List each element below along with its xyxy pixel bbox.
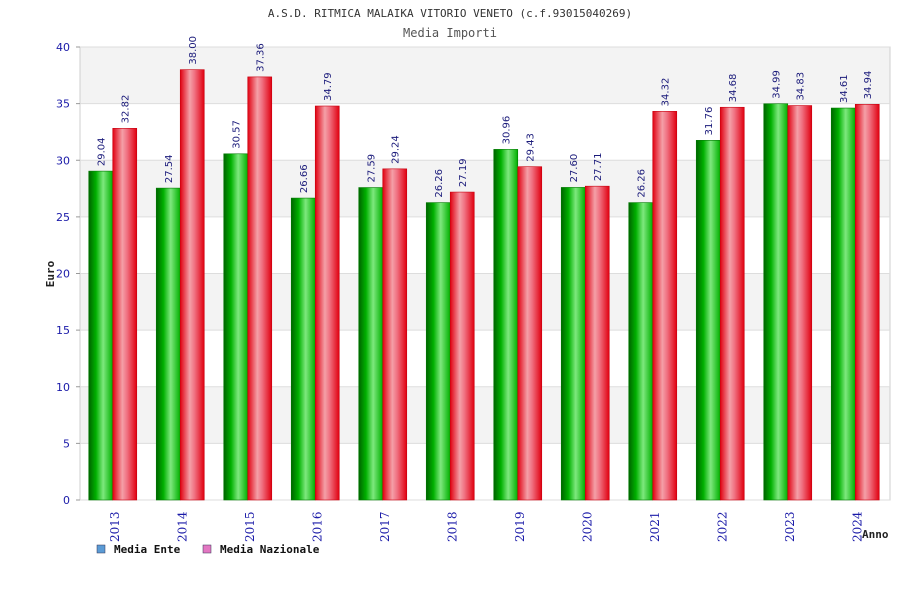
bar-data-label: 34.61 bbox=[839, 74, 850, 103]
bar-data-label: 27.54 bbox=[164, 154, 175, 183]
y-tick-label: 10 bbox=[56, 381, 70, 394]
chart-title: A.S.D. RITMICA MALAIKA VITORIO VENETO (c… bbox=[268, 7, 632, 20]
plot-band bbox=[80, 330, 890, 387]
bar-media-ente bbox=[763, 103, 789, 501]
bar-data-label: 26.26 bbox=[434, 169, 445, 198]
legend-swatch-media-nazionale bbox=[202, 544, 212, 554]
plot-band bbox=[80, 273, 890, 331]
gridlines bbox=[80, 46, 890, 501]
plot-area bbox=[79, 46, 891, 501]
x-tick-label: 2019 bbox=[513, 511, 527, 542]
plot-band bbox=[80, 103, 890, 161]
y-axis-ticks: 0 5 10 15 20 25 30 35 40 bbox=[56, 41, 80, 507]
bar-media-nazionale bbox=[787, 105, 813, 501]
bar-data-label: 29.24 bbox=[391, 135, 402, 164]
bar-media-nazionale bbox=[314, 105, 340, 501]
bar-media-nazionale bbox=[112, 128, 138, 501]
legend-label-media-ente: Media Ente bbox=[114, 543, 181, 556]
bar-data-label: 30.96 bbox=[502, 116, 513, 145]
bar-data-label: 26.66 bbox=[299, 164, 310, 193]
y-tick-label: 30 bbox=[56, 154, 70, 167]
chart-subtitle: Media Importi bbox=[403, 26, 497, 40]
bar-media-nazionale bbox=[584, 185, 610, 501]
x-axis-label: Anno bbox=[862, 528, 889, 541]
bar-data-label: 32.82 bbox=[121, 95, 132, 124]
x-tick-label: 2020 bbox=[580, 511, 594, 542]
y-tick-label: 5 bbox=[63, 437, 70, 450]
y-tick-label: 40 bbox=[56, 41, 70, 54]
y-tick-label: 20 bbox=[56, 268, 70, 281]
bar-media-nazionale bbox=[719, 106, 745, 501]
y-tick-label: 25 bbox=[56, 211, 70, 224]
x-axis-ticks: 2013 2014 2015 2016 2017 2018 2019 2020 2021 2022… bbox=[108, 511, 865, 542]
x-tick-label: 2022 bbox=[715, 511, 729, 542]
bar-data-label: 29.43 bbox=[526, 133, 537, 162]
plot-band bbox=[80, 443, 890, 500]
bar-data-label: 26.26 bbox=[637, 169, 648, 198]
legend: Media Ente Media Nazionale bbox=[96, 543, 320, 556]
bar-media-ente bbox=[358, 187, 384, 501]
bar-data-labels: 29.04 32.82 27.54 38.00 30.57 37.36 26.66 34.79… bbox=[97, 36, 875, 198]
y-axis-label: Euro bbox=[44, 260, 57, 287]
bar-media-ente bbox=[830, 107, 856, 501]
x-tick-label: 2024 bbox=[850, 511, 864, 542]
bar-data-label: 30.57 bbox=[232, 120, 243, 149]
x-tick-label: 2021 bbox=[648, 511, 662, 542]
y-tick-label: 0 bbox=[63, 494, 70, 507]
bar-media-nazionale bbox=[247, 76, 273, 501]
bar-media-nazionale bbox=[449, 191, 475, 501]
bar-data-label: 27.60 bbox=[569, 154, 580, 183]
bar-media-ente bbox=[223, 153, 249, 501]
bar-data-label: 34.79 bbox=[323, 72, 334, 101]
y-tick-label: 15 bbox=[56, 324, 70, 337]
bar-data-label: 27.19 bbox=[458, 158, 469, 187]
y-tick-label: 35 bbox=[56, 98, 70, 111]
plot-band bbox=[80, 160, 890, 217]
x-tick-label: 2023 bbox=[783, 511, 797, 542]
bar-media-nazionale bbox=[517, 166, 543, 501]
bar-data-label: 34.94 bbox=[863, 71, 874, 100]
bar-data-label: 34.83 bbox=[796, 72, 807, 101]
bar-media-nazionale bbox=[179, 69, 205, 501]
bar-data-label: 29.04 bbox=[97, 137, 108, 166]
legend-label-media-nazionale: Media Nazionale bbox=[220, 543, 320, 556]
bar-data-label: 27.71 bbox=[593, 153, 604, 182]
bar-media-ente bbox=[88, 170, 114, 501]
bar-data-label: 34.32 bbox=[661, 78, 672, 107]
bar-media-ente bbox=[493, 149, 519, 501]
bar-data-label: 37.36 bbox=[256, 43, 267, 72]
bar-media-nazionale bbox=[382, 168, 408, 501]
bar-media-ente bbox=[695, 140, 721, 501]
bar-data-label: 34.68 bbox=[728, 74, 739, 103]
bar-data-label: 27.59 bbox=[367, 154, 378, 183]
bar-media-ente bbox=[425, 202, 451, 501]
bar-media-ente bbox=[628, 202, 654, 501]
plot-band bbox=[80, 216, 890, 274]
plot-band bbox=[80, 47, 890, 104]
bar-data-label: 31.76 bbox=[704, 107, 715, 136]
x-tick-label: 2014 bbox=[175, 511, 189, 542]
bar-data-label: 38.00 bbox=[188, 36, 199, 65]
bar-media-nazionale bbox=[652, 111, 678, 501]
bar-media-nazionale bbox=[854, 104, 880, 501]
x-tick-label: 2017 bbox=[378, 511, 392, 542]
bar-media-ente bbox=[560, 187, 586, 501]
bar-media-ente bbox=[290, 197, 316, 501]
x-tick-label: 2013 bbox=[108, 511, 122, 542]
x-tick-label: 2015 bbox=[243, 511, 257, 542]
plot-band bbox=[80, 386, 890, 444]
x-tick-label: 2018 bbox=[445, 511, 459, 542]
bar-media-ente bbox=[155, 187, 181, 501]
legend-swatch-media-ente bbox=[96, 544, 106, 554]
x-tick-label: 2016 bbox=[310, 511, 324, 542]
bars bbox=[88, 69, 880, 501]
bar-data-label: 34.99 bbox=[772, 70, 783, 99]
